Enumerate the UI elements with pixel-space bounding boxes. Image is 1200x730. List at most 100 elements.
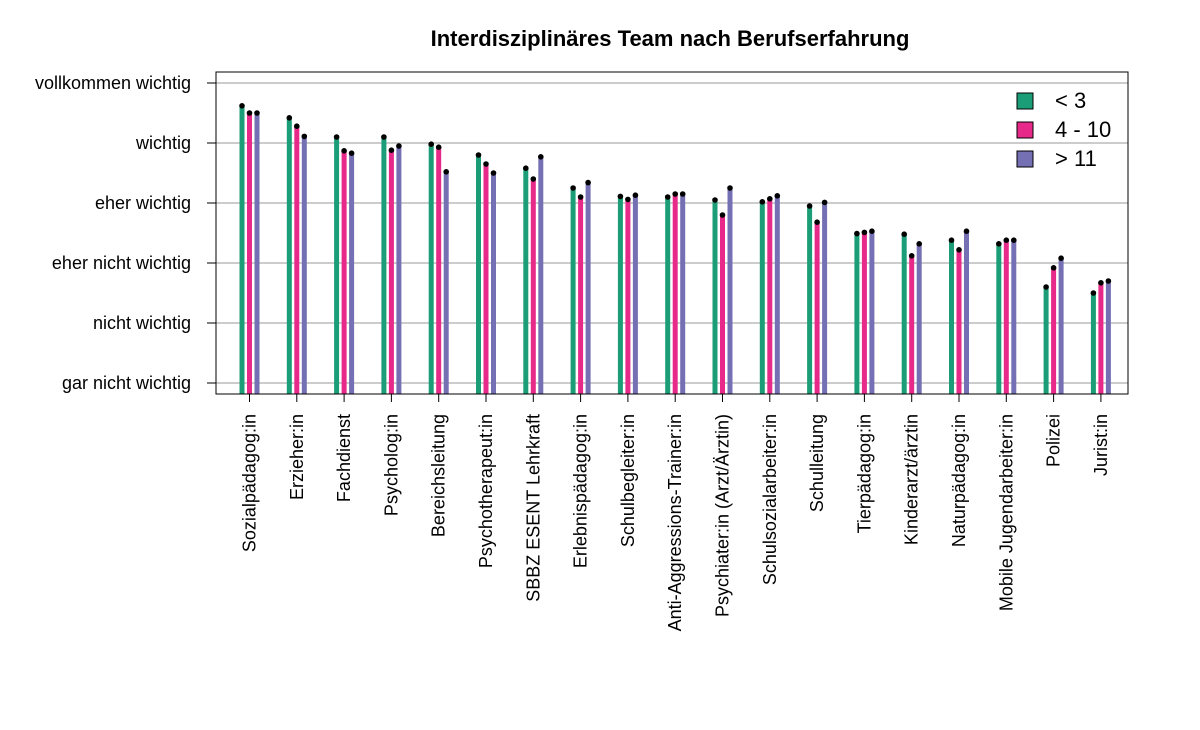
legend-label: 4 - 10 [1055, 117, 1111, 142]
x-tick-label: Jurist:in [1091, 414, 1111, 476]
bar-group [996, 237, 1017, 394]
bar [901, 234, 907, 394]
bar-group [381, 134, 402, 394]
bar-group [333, 134, 355, 394]
bar [916, 243, 922, 394]
bar-point [767, 196, 773, 202]
legend-swatch [1016, 121, 1034, 139]
x-tick-label: Psychiater:in (Arzt/Ärztin) [713, 414, 733, 617]
bar-point [712, 197, 718, 203]
bar-point [1090, 290, 1097, 296]
bar [617, 196, 623, 394]
x-tick-label: Fachdienst [334, 414, 354, 502]
bar [1011, 240, 1017, 394]
bar [861, 232, 867, 394]
bar [530, 179, 536, 394]
bar-group [570, 179, 591, 394]
y-tick-label: nicht wichtig [93, 313, 191, 333]
bar-group [286, 115, 308, 395]
bar [1043, 287, 1049, 394]
bar-point [814, 219, 820, 225]
bar [759, 201, 765, 394]
bar [443, 171, 449, 394]
bar [909, 255, 915, 394]
bar [1051, 267, 1057, 394]
bar [578, 197, 584, 394]
bar-point [1011, 237, 1017, 243]
bar [672, 194, 678, 394]
bar [585, 182, 591, 394]
bar [814, 222, 820, 394]
bar-point [435, 144, 442, 150]
bar-point [672, 191, 678, 197]
bar [239, 105, 245, 395]
bar-point [483, 161, 489, 167]
legend-label: > 11 [1055, 146, 1097, 171]
bar [625, 199, 631, 394]
bar [538, 156, 544, 394]
bar-point [348, 150, 355, 156]
legend-swatch [1016, 92, 1034, 110]
bar-point [577, 194, 584, 200]
bar [476, 155, 481, 394]
bar [254, 113, 260, 394]
x-tick-label: Erlebnispädagog:in [571, 414, 591, 568]
y-tick-label: gar nicht wichtig [62, 373, 191, 393]
bar [341, 150, 347, 394]
grid-lines [216, 82, 1128, 384]
x-tick-label: Sozialpädagog:in [240, 414, 260, 552]
legend-swatch [1016, 150, 1034, 168]
bar-group [617, 192, 639, 394]
bar-point [333, 134, 340, 140]
x-tick-label: Schulsozialarbeiter:in [760, 414, 780, 585]
y-tick-label: eher wichtig [95, 193, 191, 213]
bar-point [908, 253, 915, 259]
legend-label: < 3 [1055, 88, 1086, 113]
x-tick-label: Psychotherapeut:in [476, 414, 496, 568]
bar-point [996, 241, 1002, 247]
bar-point [396, 143, 402, 149]
bar-point [821, 199, 828, 206]
bar [854, 233, 860, 394]
bar [949, 240, 954, 394]
bar [388, 150, 394, 394]
bar-group [523, 154, 544, 394]
bar-group [475, 152, 497, 394]
x-tick-label: Mobile Jugendarbeiter:in [996, 414, 1016, 611]
bar-point [538, 154, 544, 160]
bar-point [1043, 284, 1049, 290]
bar [247, 113, 252, 394]
bar [570, 188, 576, 394]
bar-point [428, 141, 435, 147]
bars-group [239, 103, 1112, 395]
bar-point [625, 196, 631, 203]
x-tick-label: Tierpädagog:in [854, 414, 874, 533]
bar [822, 202, 828, 394]
bar-point [916, 241, 922, 247]
bar-point [664, 194, 671, 200]
bar-point [294, 123, 300, 129]
bar-point [490, 170, 497, 176]
bar-point [246, 110, 253, 116]
bar-point [341, 148, 347, 154]
bar-point [254, 110, 260, 116]
bar [349, 153, 355, 394]
bar [1105, 281, 1111, 394]
bar-point [1003, 237, 1010, 243]
bar-point [475, 152, 482, 158]
bar [680, 194, 686, 394]
bar-group [901, 231, 922, 394]
bar [381, 137, 387, 394]
bar [286, 117, 292, 395]
legend: < 3 4 - 10 > 11 [1016, 88, 1111, 171]
bar-point [570, 185, 576, 191]
bar-point [1058, 255, 1064, 261]
bar-group [712, 185, 733, 394]
bar [294, 126, 300, 394]
bar-point [719, 212, 726, 218]
bar [334, 137, 340, 394]
bar-point [679, 191, 686, 197]
bar-point [632, 192, 639, 198]
